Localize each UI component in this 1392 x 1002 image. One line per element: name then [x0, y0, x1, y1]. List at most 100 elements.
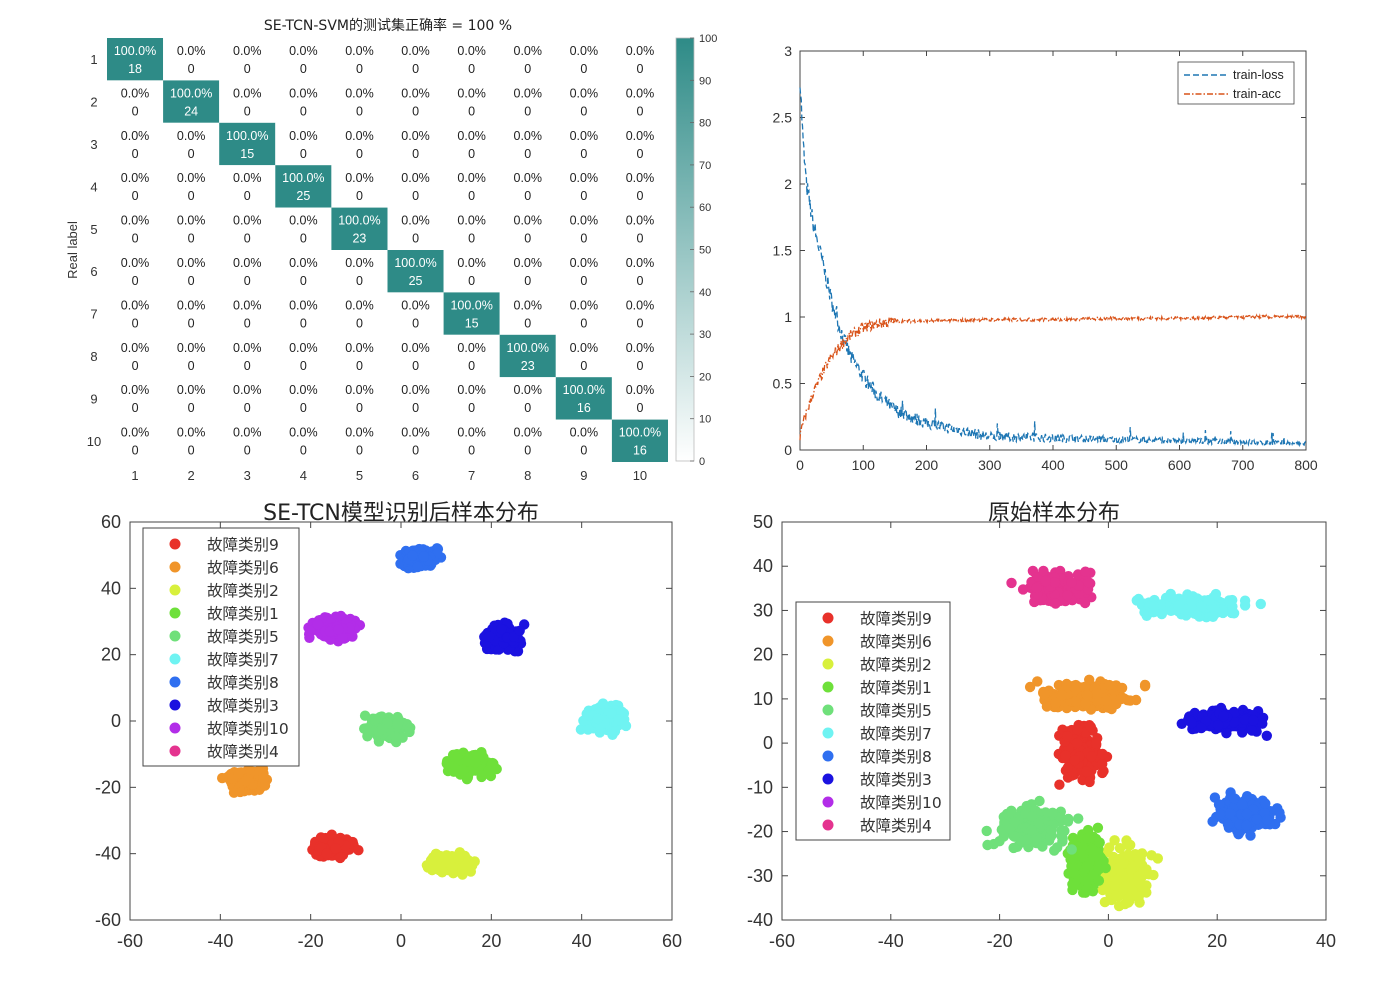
scatter-point — [607, 729, 618, 740]
cell-percent-label: 0.0% — [345, 86, 374, 100]
scatter-point — [1084, 776, 1095, 788]
scatter-point — [1080, 887, 1091, 898]
cell-percent-label: 0.0% — [626, 383, 655, 397]
cell-percent-label: 0.0% — [457, 214, 486, 228]
scatter-point — [1245, 830, 1256, 841]
legend-label: 故障类别3 — [860, 771, 932, 789]
legend-label: 故障类别2 — [207, 582, 279, 600]
cell-count-label: 16 — [633, 444, 647, 458]
matrix-cell — [443, 334, 500, 378]
legend-marker — [169, 699, 181, 711]
matrix-cell — [275, 292, 332, 335]
cell-percent-label: 0.0% — [570, 341, 599, 355]
scatter-point — [1239, 714, 1251, 725]
matrix-cell — [275, 334, 332, 378]
cell-percent-label: 0.0% — [121, 426, 150, 440]
scatter-point — [592, 713, 604, 724]
x-tick-label: 500 — [1105, 457, 1129, 473]
cell-count-label: 0 — [580, 189, 587, 203]
cell-count-label: 0 — [524, 147, 531, 161]
cell-percent-label: 0.0% — [401, 171, 430, 185]
cell-percent-label: 0.0% — [177, 171, 206, 185]
y-tick-label: 3 — [784, 43, 792, 59]
cell-percent-label: 0.0% — [626, 171, 655, 185]
cluster-故障类别6 — [1024, 674, 1151, 715]
cell-count-label: 0 — [300, 359, 307, 373]
row-tick-label: 5 — [90, 222, 97, 237]
legend-label: 故障类别4 — [207, 743, 279, 761]
scatter-point — [1056, 690, 1068, 701]
cluster-故障类别5 — [981, 795, 1084, 856]
cell-count-label: 0 — [300, 401, 307, 415]
cell-count-label: 0 — [580, 274, 587, 288]
cell-percent-label: 0.0% — [457, 256, 486, 270]
y-tick-label: 0 — [784, 442, 792, 458]
scatter-point — [1109, 835, 1120, 846]
cell-count-label: 0 — [524, 232, 531, 246]
scatter-point — [370, 713, 381, 725]
y-tick-label: 10 — [753, 689, 773, 709]
scatter-point — [1261, 814, 1273, 825]
scatter-point — [1196, 601, 1208, 612]
cell-count-label: 0 — [132, 189, 139, 203]
scatter-point — [1038, 565, 1049, 577]
cell-percent-label: 0.0% — [177, 44, 206, 58]
matrix-cell — [107, 419, 164, 462]
scatter-point — [1009, 831, 1020, 842]
matrix-cell — [163, 419, 220, 462]
legend-marker — [822, 773, 834, 785]
cluster-故障类别3 — [479, 617, 530, 657]
y-tick-label: 20 — [753, 645, 773, 665]
diagonal-cell — [163, 80, 220, 123]
cell-percent-label: 0.0% — [626, 256, 655, 270]
matrix-cell — [219, 165, 276, 208]
scatter-point — [1115, 855, 1126, 866]
scatter-point — [321, 848, 332, 859]
scatter-point — [1148, 600, 1159, 612]
scatter-point — [1050, 697, 1061, 709]
cell-percent-label: 100.0% — [619, 426, 661, 440]
scatter-point — [1186, 717, 1197, 729]
cell-percent-label: 0.0% — [514, 86, 543, 100]
cell-count-label: 0 — [300, 232, 307, 246]
cell-count-label: 0 — [580, 232, 587, 246]
scatter-point — [1004, 823, 1016, 834]
x-tick-label: 60 — [662, 931, 682, 951]
cell-percent-label: 0.0% — [121, 214, 150, 228]
x-tick-label: 0 — [796, 457, 804, 473]
scatter-point — [1040, 575, 1051, 587]
cell-count-label: 0 — [636, 147, 643, 161]
y-tick-label: -40 — [747, 910, 773, 930]
cell-count-label: 0 — [636, 274, 643, 288]
legend-marker — [169, 538, 181, 550]
cell-percent-label: 0.0% — [457, 129, 486, 143]
cell-percent-label: 0.0% — [457, 341, 486, 355]
cell-count-label: 23 — [352, 232, 366, 246]
colorbar-tick-label: 60 — [699, 202, 711, 214]
scatter-point — [1224, 595, 1235, 606]
cell-percent-label: 0.0% — [289, 298, 318, 312]
y-tick-label: -60 — [95, 910, 121, 930]
scatter-point — [582, 724, 594, 735]
scatter-point — [1127, 885, 1138, 896]
scatter-point — [462, 772, 474, 783]
cell-percent-label: 0.0% — [570, 44, 599, 58]
cell-count-label: 0 — [356, 189, 363, 203]
cell-count-label: 0 — [636, 62, 643, 76]
matrix-cell — [163, 377, 220, 420]
diagonal-cell — [443, 292, 500, 335]
x-tick-label: -40 — [878, 931, 904, 951]
scatter-point — [333, 624, 344, 635]
scatter-point — [1094, 837, 1105, 848]
cluster-故障类别9 — [1053, 719, 1113, 790]
scatter-point — [478, 752, 489, 763]
col-tick-label: 10 — [633, 468, 647, 483]
matrix-cell — [555, 165, 612, 208]
scatter-point — [1214, 809, 1226, 820]
matrix-cell — [331, 377, 388, 420]
x-tick-label: 40 — [572, 931, 592, 951]
y-tick-label: -10 — [747, 777, 773, 797]
scatter-point — [1261, 730, 1273, 741]
col-tick-label: 1 — [131, 468, 138, 483]
scatter-point — [1228, 608, 1240, 619]
